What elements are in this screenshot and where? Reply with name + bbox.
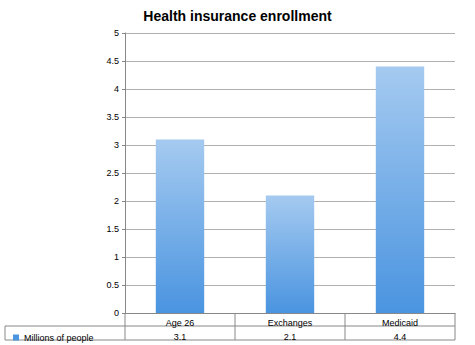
svg-text:5: 5	[114, 28, 119, 38]
svg-text:4: 4	[114, 84, 119, 94]
svg-text:Millions of people: Millions of people	[24, 333, 94, 343]
svg-text:Health insurance enrollment: Health insurance enrollment	[143, 8, 332, 24]
svg-text:2.1: 2.1	[284, 332, 297, 342]
svg-text:4.5: 4.5	[106, 56, 119, 66]
svg-text:2.5: 2.5	[106, 168, 119, 178]
svg-text:1: 1	[114, 252, 119, 262]
svg-text:3.1: 3.1	[174, 332, 187, 342]
svg-text:2: 2	[114, 196, 119, 206]
svg-text:3.5: 3.5	[106, 112, 119, 122]
svg-text:0.5: 0.5	[106, 280, 119, 290]
svg-text:3: 3	[114, 140, 119, 150]
svg-text:Exchanges: Exchanges	[268, 318, 313, 328]
svg-text:4.4: 4.4	[394, 332, 407, 342]
svg-text:Age 26: Age 26	[166, 318, 195, 328]
svg-text:1.5: 1.5	[106, 224, 119, 234]
svg-text:Medicaid: Medicaid	[382, 318, 418, 328]
svg-text:0: 0	[114, 308, 119, 318]
